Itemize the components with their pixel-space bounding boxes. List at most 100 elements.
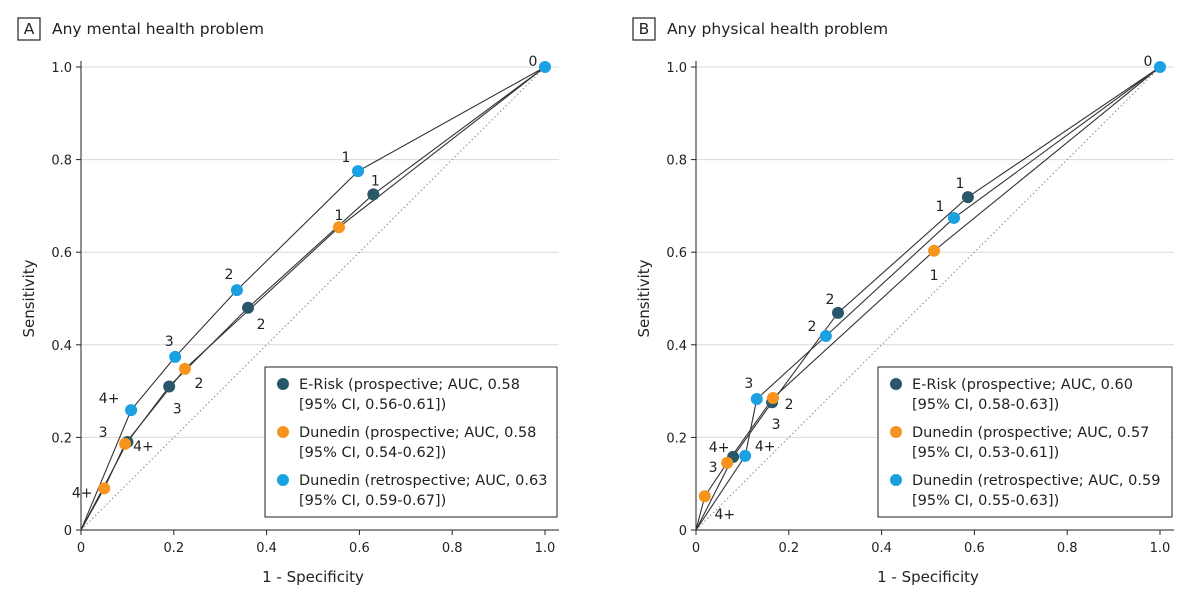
y-tick-label: 1.0 [51,61,72,76]
panel-b: B Any physical health problem 0 0.2 0.4 0.6 0.… [632,17,1174,586]
point-label: 2 [224,267,233,283]
point-label: 4+ [755,439,776,455]
x-tick-label: 0.4 [871,541,892,556]
data-point [1154,61,1166,73]
panel-title: Any mental health problem [52,20,264,38]
point-label: 1 [335,208,344,224]
y-tick-label: 0 [64,524,72,539]
series-line [695,66,1161,531]
legend-label: E-Risk (prospective; AUC, 0.60 [912,377,1133,393]
data-point [961,191,974,204]
x-tick-label: 0.2 [163,541,184,556]
point-label: 3 [744,376,753,392]
reference-diagonal [695,66,1161,531]
panel-letter: A [24,20,35,38]
legend-label-ci: [95% CI, 0.54-0.62]) [299,445,446,461]
x-tick-label: 0 [692,541,700,556]
point-label: 1 [930,268,939,284]
point-label: 2 [194,376,203,392]
data-point [698,490,711,503]
y-tick-label: 1.0 [666,61,687,76]
data-point [119,437,132,450]
point-label: 1 [955,176,964,192]
panel-letter-box [632,17,656,41]
series-line [695,66,1161,531]
point-label: 3 [772,417,781,433]
point-label: 1 [936,199,945,215]
x-tick-label: 0.6 [349,541,370,556]
legend-marker [277,378,289,390]
point-label: 3 [173,401,182,417]
legend-label: Dunedin (retrospective; AUC, 0.63 [299,473,547,489]
legend-label: Dunedin (prospective; AUC, 0.58 [299,425,536,441]
data-point [169,350,182,363]
point-label: 1 [371,173,380,189]
point-label: 3 [99,425,108,441]
data-point [332,221,345,234]
y-tick-label: 0.8 [51,154,72,169]
x-tick-label: 1.0 [535,541,556,556]
panel-title: Any physical health problem [667,20,888,38]
data-point [163,380,176,393]
legend-marker [890,378,902,390]
point-label: 4+ [72,485,93,501]
legend: E-Risk (prospective; AUC, 0.60 [95% CI, 0… [877,366,1173,518]
data-point [367,188,380,201]
data-point [739,449,752,462]
point-label: 2 [826,292,835,308]
y-tick-label: 0.6 [666,246,687,261]
series-line [80,66,546,531]
data-point [767,392,780,405]
point-label: 4+ [133,439,154,455]
point-label: 1 [342,150,351,166]
data-point [831,306,844,319]
point-label: 4+ [709,440,730,456]
series-line [80,66,546,531]
data-point [242,301,255,314]
data-point [819,330,832,343]
legend-marker [277,426,289,438]
legend-label-ci: [95% CI, 0.56-0.61]) [299,397,446,413]
legend-marker [277,474,289,486]
data-point [98,482,111,495]
x-axis-label: 1 - Specificity [262,568,364,586]
legend-label-ci: [95% CI, 0.58-0.63]) [912,397,1059,413]
legend-label: Dunedin (retrospective; AUC, 0.59 [912,473,1160,489]
data-point [352,165,365,178]
point-label: 3 [709,460,718,476]
point-label: 2 [807,319,816,335]
legend-label-ci: [95% CI, 0.59-0.67]) [299,493,446,509]
x-axis-label: 1 - Specificity [877,568,979,586]
legend: E-Risk (prospective; AUC, 0.58 [95% CI, 0… [264,366,558,518]
legend-marker [890,474,902,486]
y-axis-label: Sensitivity [635,259,653,337]
x-tick-label: 0.2 [778,541,799,556]
y-tick-label: 0.4 [51,339,72,354]
legend-box [264,366,558,518]
point-label: 0 [529,54,538,70]
point-label: 3 [165,334,174,350]
y-tick-label: 0.6 [51,246,72,261]
legend-label: Dunedin (prospective; AUC, 0.57 [912,425,1149,441]
y-tick-label: 0.8 [666,154,687,169]
x-tick-label: 0 [77,541,85,556]
legend-marker [890,426,902,438]
x-tick-label: 1.0 [1150,541,1171,556]
panel-letter: B [639,20,650,38]
legend-label-ci: [95% CI, 0.53-0.61]) [912,445,1059,461]
reference-diagonal [80,66,546,531]
legend-box [877,366,1173,518]
legend-label-ci: [95% CI, 0.55-0.63]) [912,493,1059,509]
data-point [750,392,763,405]
data-point [947,211,960,224]
x-tick-label: 0.8 [442,541,463,556]
point-label: 4+ [99,391,120,407]
data-point [539,61,551,73]
point-label: 2 [257,317,266,333]
data-point [125,404,138,417]
point-label: 2 [785,397,794,413]
data-point [928,244,941,257]
x-tick-label: 0.6 [964,541,985,556]
point-label: 0 [1144,54,1153,70]
